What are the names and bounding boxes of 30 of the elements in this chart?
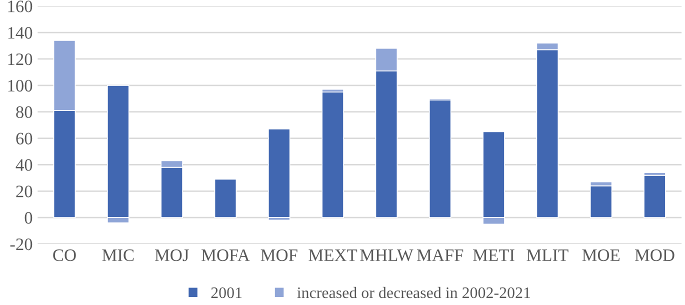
x-tick-label: METI [473, 250, 514, 261]
x-tick-label: MEXT [308, 250, 358, 261]
y-tick-label: 80 [16, 106, 32, 118]
y-tick-label: 140 [8, 27, 32, 39]
x-tick-label: MIC [102, 249, 134, 262]
legend-label: increased or decreased in 2002-2021 [297, 286, 530, 298]
bar [590, 185, 612, 218]
y-tick-label: 40 [16, 159, 32, 171]
x-tick-label: MOFA [202, 249, 250, 262]
bar [268, 128, 290, 218]
x-tick-label: MOE [582, 249, 620, 262]
y-tick-label: 100 [8, 80, 32, 92]
bar [428, 100, 452, 218]
x-tick-label: MOF [260, 249, 298, 262]
y-tick-label: 0 [24, 212, 32, 224]
y-tick-label: 120 [8, 53, 32, 66]
y-tick-label: 160 [8, 0, 32, 12]
x-tick-label: MHLW [360, 250, 414, 262]
y-tick-label: 20 [16, 186, 32, 198]
y-tick-label: 60 [16, 132, 32, 144]
x-tick-label: MLIT [526, 250, 568, 261]
bar [322, 92, 344, 218]
legend-label: 2001 [211, 287, 242, 298]
bar [644, 174, 666, 218]
x-tick-label: MAFF [416, 249, 464, 261]
y-tick-label: -20 [10, 238, 32, 250]
x-tick-label: MOJ [154, 249, 189, 262]
bar [214, 178, 237, 218]
x-tick-label: MOD [634, 249, 674, 262]
x-tick-label: CO [53, 249, 76, 262]
